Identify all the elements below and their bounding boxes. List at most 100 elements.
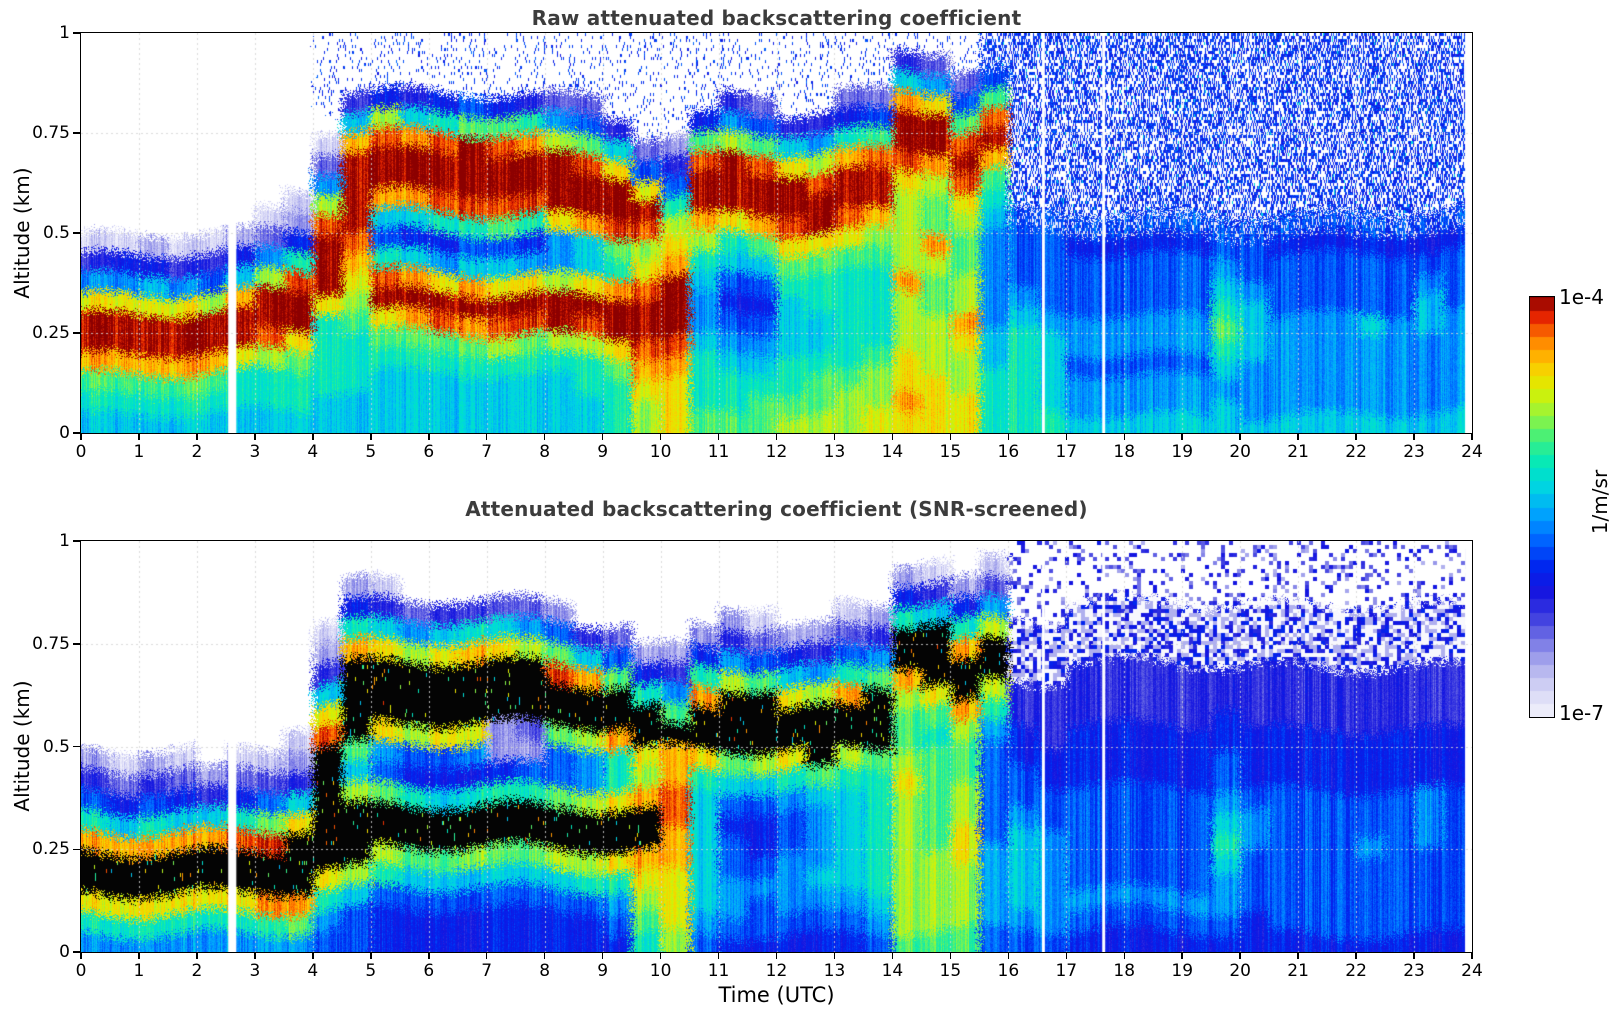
x-tick-label: 10 (649, 961, 672, 981)
x-tickmark (1297, 434, 1299, 440)
x-tick-label: 17 (1055, 442, 1078, 462)
x-tickmark (1297, 953, 1299, 959)
x-tick-label: 11 (707, 961, 730, 981)
x-tick-label: 12 (765, 442, 788, 462)
x-tick-label: 22 (1345, 442, 1367, 462)
x-tick-label: 24 (1461, 961, 1483, 981)
x-tickmark (428, 434, 430, 440)
x-tickmark (949, 953, 952, 959)
x-tickmark (196, 434, 198, 440)
x-tickmark (1355, 953, 1357, 959)
x-tickmark (717, 434, 720, 440)
screened-heatmap-canvas (81, 541, 1472, 952)
x-tickmark (659, 434, 662, 440)
x-tickmark (370, 953, 372, 959)
x-tickmark (1123, 953, 1125, 959)
x-tick-label: 17 (1055, 961, 1078, 981)
x-tick-label: 11 (707, 442, 730, 462)
y-tickmark (73, 540, 80, 542)
y-tickmark (73, 951, 80, 953)
x-tick-label: 22 (1345, 961, 1367, 981)
y-tickmark (73, 848, 80, 850)
x-tickmark (1239, 434, 1241, 440)
y-tickmark (73, 232, 80, 234)
y-tick-label: 0.5 (42, 736, 70, 757)
x-tick-label: 4 (307, 442, 319, 462)
x-tick-label: 5 (365, 961, 377, 981)
x-tick-label: 6 (423, 961, 435, 981)
x-tick-label: 1 (133, 961, 145, 981)
y-tickmark (73, 132, 80, 134)
y-tick-label: 0.5 (42, 223, 70, 243)
x-tick-label: 1 (133, 442, 145, 462)
colorbar-min-label: 1e-7 (1559, 701, 1604, 725)
x-tick-label: 13 (823, 961, 846, 981)
x-tick-label: 19 (1171, 961, 1194, 981)
x-tick-label: 20 (1229, 442, 1251, 462)
colorbar-max-label: 1e-4 (1559, 285, 1604, 309)
x-tickmark (1471, 434, 1473, 440)
x-tick-label: 21 (1287, 442, 1309, 462)
x-tick-label: 14 (881, 961, 904, 981)
x-tick-label: 6 (423, 442, 435, 462)
y-tick-label: 1 (59, 531, 70, 551)
panel-title-raw: Raw attenuated backscattering coefficien… (531, 6, 1022, 30)
y-tick-label: 1 (59, 23, 70, 43)
x-tickmark (601, 953, 604, 959)
x-tick-label: 21 (1287, 961, 1309, 981)
x-tickmark (949, 434, 952, 440)
x-tickmark (1065, 434, 1068, 440)
x-tickmark (370, 434, 372, 440)
x-tick-label: 15 (939, 961, 962, 981)
x-tick-label: 5 (365, 442, 377, 462)
y-tickmark (73, 643, 80, 645)
y-tick-label: 0.75 (32, 633, 70, 654)
x-tickmark (1007, 434, 1010, 440)
x-tickmark (659, 953, 662, 959)
x-tickmark (891, 434, 894, 440)
x-tickmark (428, 953, 430, 959)
x-tick-label: 7 (481, 442, 493, 462)
x-tick-label: 12 (765, 961, 788, 981)
y-tick-label: 0.25 (32, 839, 70, 860)
x-tickmark (138, 953, 140, 959)
panel-title-screened: Attenuated backscattering coefficient (S… (465, 497, 1088, 521)
x-tick-label: 13 (823, 442, 846, 462)
y-tick-label: 0 (59, 942, 70, 962)
x-tick-label: 16 (997, 442, 1020, 462)
x-tickmark (80, 434, 82, 440)
x-tick-label: 0 (75, 961, 87, 981)
x-tick-label: 10 (649, 442, 672, 462)
x-tickmark (717, 953, 720, 959)
x-tickmark (833, 434, 836, 440)
x-tickmark (80, 953, 82, 959)
x-tick-label: 19 (1171, 442, 1194, 462)
x-tickmark (312, 953, 314, 959)
x-tickmark (1123, 434, 1125, 440)
x-tickmark (1413, 953, 1415, 959)
x-tick-label: 14 (881, 442, 904, 462)
colorbar-canvas (1530, 297, 1554, 717)
x-tickmark (1181, 434, 1183, 440)
x-tickmark (254, 434, 256, 440)
x-tick-label: 20 (1229, 961, 1251, 981)
x-tick-label: 2 (191, 442, 203, 462)
x-tickmark (601, 434, 604, 440)
x-tick-label: 9 (597, 442, 609, 462)
x-tick-label: 18 (1113, 442, 1136, 462)
x-tick-label: 24 (1461, 442, 1483, 462)
x-axis-label: Time (UTC) (718, 983, 835, 1007)
x-tickmark (1181, 953, 1183, 959)
x-tickmark (775, 953, 778, 959)
x-tickmark (833, 953, 836, 959)
x-tickmark (1065, 953, 1068, 959)
x-tickmark (312, 434, 314, 440)
y-tick-label: 0 (59, 423, 70, 443)
x-tick-label: 8 (539, 442, 551, 462)
y-tickmark (73, 32, 80, 34)
x-tickmark (543, 434, 546, 440)
x-tick-label: 0 (75, 442, 87, 462)
x-tickmark (254, 953, 256, 959)
x-tickmark (543, 953, 546, 959)
